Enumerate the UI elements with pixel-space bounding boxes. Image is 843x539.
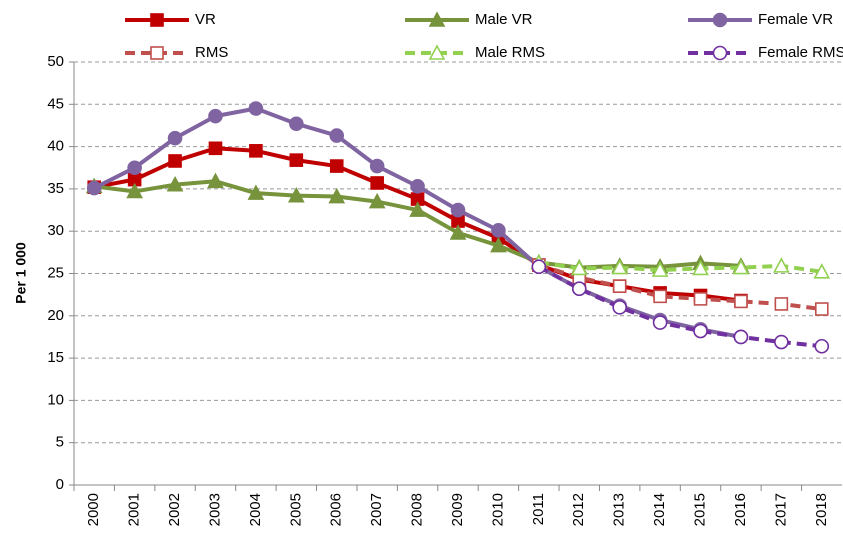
marker (289, 116, 304, 132)
legend-marker (428, 44, 446, 60)
marker (370, 176, 384, 190)
marker (287, 186, 305, 203)
marker (814, 302, 829, 316)
marker (328, 187, 346, 204)
legend-label: Male RMS (475, 44, 545, 61)
marker (249, 144, 263, 158)
marker (126, 182, 143, 199)
marker (247, 184, 265, 200)
y-axis-label: Per 1 000 (13, 242, 29, 304)
marker (410, 179, 425, 194)
x-tick-label: 2011 (530, 493, 547, 525)
marker (612, 279, 627, 293)
y-tick-label: 10 (47, 391, 64, 408)
legend-marker (428, 11, 446, 27)
x-tick-label: 2014 (651, 493, 668, 526)
marker (571, 281, 587, 297)
legend-label: RMS (195, 44, 228, 61)
legend-label: Male VR (475, 11, 533, 28)
marker (127, 160, 142, 176)
marker (570, 259, 588, 276)
marker (813, 263, 831, 279)
series-line (93, 106, 742, 339)
marker (490, 236, 507, 253)
x-tick-label: 2002 (166, 493, 183, 526)
marker (732, 258, 750, 275)
x-tick-label: 2017 (772, 493, 789, 526)
y-tick-label: 45 (47, 95, 64, 112)
marker (289, 153, 304, 167)
y-tick-label: 25 (47, 264, 64, 281)
marker (651, 261, 669, 277)
marker (208, 141, 223, 156)
marker (329, 128, 345, 143)
marker (409, 201, 426, 217)
x-tick-label: 2009 (449, 493, 466, 526)
marker (248, 101, 264, 116)
x-tick-label: 2003 (206, 493, 223, 526)
x-tick-label: 2010 (489, 493, 506, 526)
marker (368, 192, 386, 209)
legend-label: VR (195, 11, 216, 28)
series-line (93, 146, 742, 303)
legend-marker (150, 46, 164, 60)
x-tick-label: 2013 (611, 493, 628, 526)
marker (168, 154, 182, 168)
marker (611, 258, 629, 275)
marker (167, 130, 183, 146)
y-tick-label: 30 (47, 222, 64, 239)
marker (612, 300, 627, 315)
marker (166, 175, 184, 192)
x-tick-label: 2006 (328, 493, 345, 526)
marker (734, 294, 748, 309)
marker (369, 158, 385, 174)
marker (652, 315, 668, 330)
marker (491, 223, 506, 238)
y-tick-label: 20 (47, 307, 64, 324)
x-tick-label: 2005 (287, 493, 304, 526)
marker (208, 108, 223, 124)
legend-marker (712, 12, 728, 28)
legend-label: Female VR (758, 11, 833, 28)
x-tick-label: 2000 (85, 493, 102, 526)
marker (329, 159, 344, 173)
y-tick-label: 15 (47, 349, 64, 366)
marker (449, 224, 467, 240)
x-tick-label: 2016 (732, 493, 749, 526)
x-tick-label: 2004 (247, 493, 264, 526)
y-tick-label: 50 (47, 53, 64, 70)
marker (773, 257, 790, 273)
x-tick-label: 2015 (691, 493, 708, 526)
x-tick-label: 2001 (126, 493, 143, 526)
y-tick-label: 40 (47, 138, 64, 155)
marker (531, 259, 547, 275)
x-tick-label: 2012 (570, 493, 587, 526)
marker (693, 323, 708, 339)
x-tick-label: 2008 (409, 493, 426, 526)
marker (774, 334, 789, 350)
marker (207, 172, 224, 189)
marker (774, 297, 789, 311)
marker (653, 289, 667, 304)
legend-marker (712, 45, 728, 61)
y-tick-label: 0 (56, 476, 64, 493)
x-tick-label: 2007 (368, 493, 385, 526)
marker (86, 180, 102, 196)
marker (733, 329, 749, 345)
x-tick-label: 2018 (813, 493, 830, 526)
marker (450, 202, 466, 218)
legend-label: Female RMS (758, 44, 843, 61)
y-tick-label: 5 (56, 434, 64, 451)
y-tick-label: 35 (47, 180, 64, 197)
marker (693, 292, 708, 306)
legend-marker (150, 13, 164, 27)
marker (692, 259, 709, 276)
marker (814, 338, 830, 354)
